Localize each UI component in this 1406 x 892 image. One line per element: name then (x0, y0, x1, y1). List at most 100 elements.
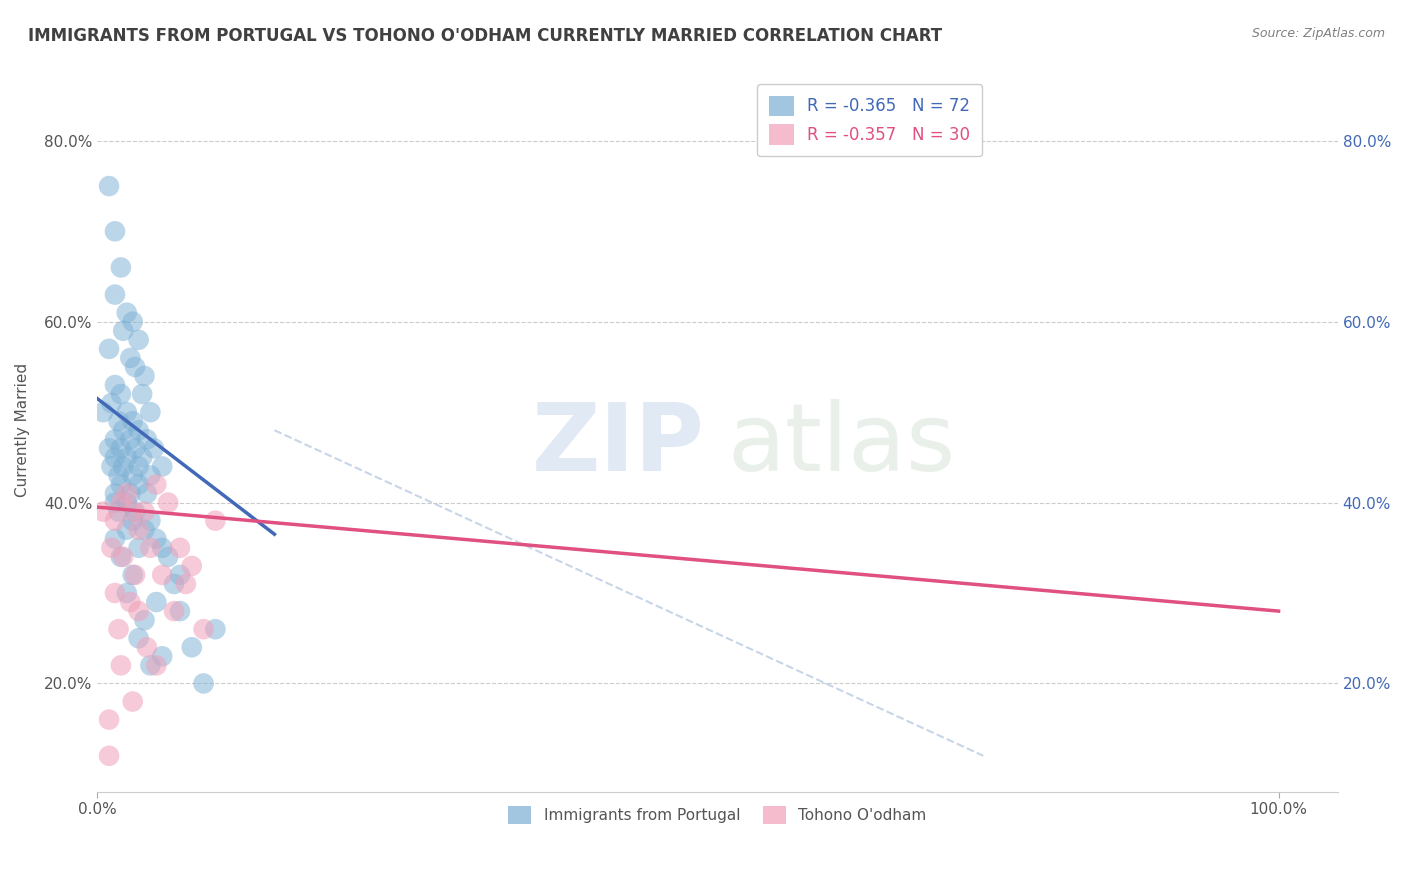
Point (169, 541, 191, 555)
Point (107, 622, 129, 636)
Point (115, 450, 138, 465)
Point (98, 713, 121, 727)
Point (134, 523, 156, 537)
Point (139, 514, 162, 528)
Point (128, 632, 150, 646)
Point (180, 640, 202, 655)
Point (100, 541, 122, 555)
Point (91, 405, 114, 419)
Point (112, 423, 135, 437)
Point (110, 658, 132, 673)
Point (107, 468, 129, 483)
Point (124, 442, 146, 456)
Point (100, 459, 122, 474)
Point (128, 477, 150, 491)
Point (169, 604, 191, 618)
Text: Source: ZipAtlas.com: Source: ZipAtlas.com (1251, 27, 1385, 40)
Point (150, 649, 173, 664)
Point (104, 514, 127, 528)
Point (128, 604, 150, 618)
Point (204, 514, 226, 528)
Point (150, 568, 173, 582)
Point (104, 486, 127, 500)
Point (139, 658, 162, 673)
Point (104, 378, 127, 392)
Point (135, 486, 157, 500)
Point (100, 396, 122, 410)
Point (120, 595, 142, 609)
Point (128, 333, 150, 347)
Point (128, 523, 150, 537)
Point (110, 477, 132, 491)
Point (163, 604, 186, 618)
Point (110, 549, 132, 564)
Point (104, 586, 127, 600)
Point (134, 505, 156, 519)
Point (135, 432, 157, 446)
Point (124, 505, 146, 519)
Point (157, 495, 180, 509)
Point (145, 595, 167, 609)
Point (169, 568, 191, 582)
Point (128, 423, 150, 437)
Point (124, 359, 146, 374)
Point (107, 505, 129, 519)
Point (121, 514, 143, 528)
Point (135, 640, 157, 655)
Point (115, 495, 138, 509)
Point (145, 658, 167, 673)
Point (121, 694, 143, 708)
Point (98, 442, 121, 456)
Point (139, 468, 162, 483)
Point (98, 342, 121, 356)
Point (128, 459, 150, 474)
Point (120, 486, 142, 500)
Point (121, 505, 143, 519)
Point (193, 622, 215, 636)
Point (120, 351, 142, 365)
Point (139, 405, 162, 419)
Point (115, 306, 138, 320)
Text: atlas: atlas (727, 399, 956, 491)
Point (124, 568, 146, 582)
Point (131, 450, 153, 465)
Point (121, 414, 143, 428)
Point (115, 486, 138, 500)
Point (104, 495, 127, 509)
Point (110, 260, 132, 275)
Point (193, 676, 215, 690)
Point (204, 622, 226, 636)
Point (134, 613, 156, 627)
Point (107, 414, 129, 428)
Point (150, 459, 173, 474)
Point (145, 477, 167, 491)
Text: ZIP: ZIP (531, 399, 704, 491)
Point (139, 541, 162, 555)
Point (121, 468, 143, 483)
Point (104, 224, 127, 238)
Point (121, 315, 143, 329)
Point (104, 532, 127, 546)
Point (104, 450, 127, 465)
Point (110, 387, 132, 401)
Point (91, 505, 114, 519)
Point (112, 459, 135, 474)
Point (150, 541, 173, 555)
Point (180, 558, 202, 573)
Point (145, 532, 167, 546)
Point (157, 549, 180, 564)
Point (104, 432, 127, 446)
Point (131, 387, 153, 401)
Point (112, 324, 135, 338)
Point (121, 568, 143, 582)
Point (174, 577, 197, 591)
Point (115, 523, 138, 537)
Point (163, 577, 186, 591)
Point (120, 432, 142, 446)
Point (112, 549, 135, 564)
Point (134, 369, 156, 384)
Y-axis label: Currently Married: Currently Married (15, 363, 30, 498)
Point (128, 541, 150, 555)
Point (115, 405, 138, 419)
Point (110, 442, 132, 456)
